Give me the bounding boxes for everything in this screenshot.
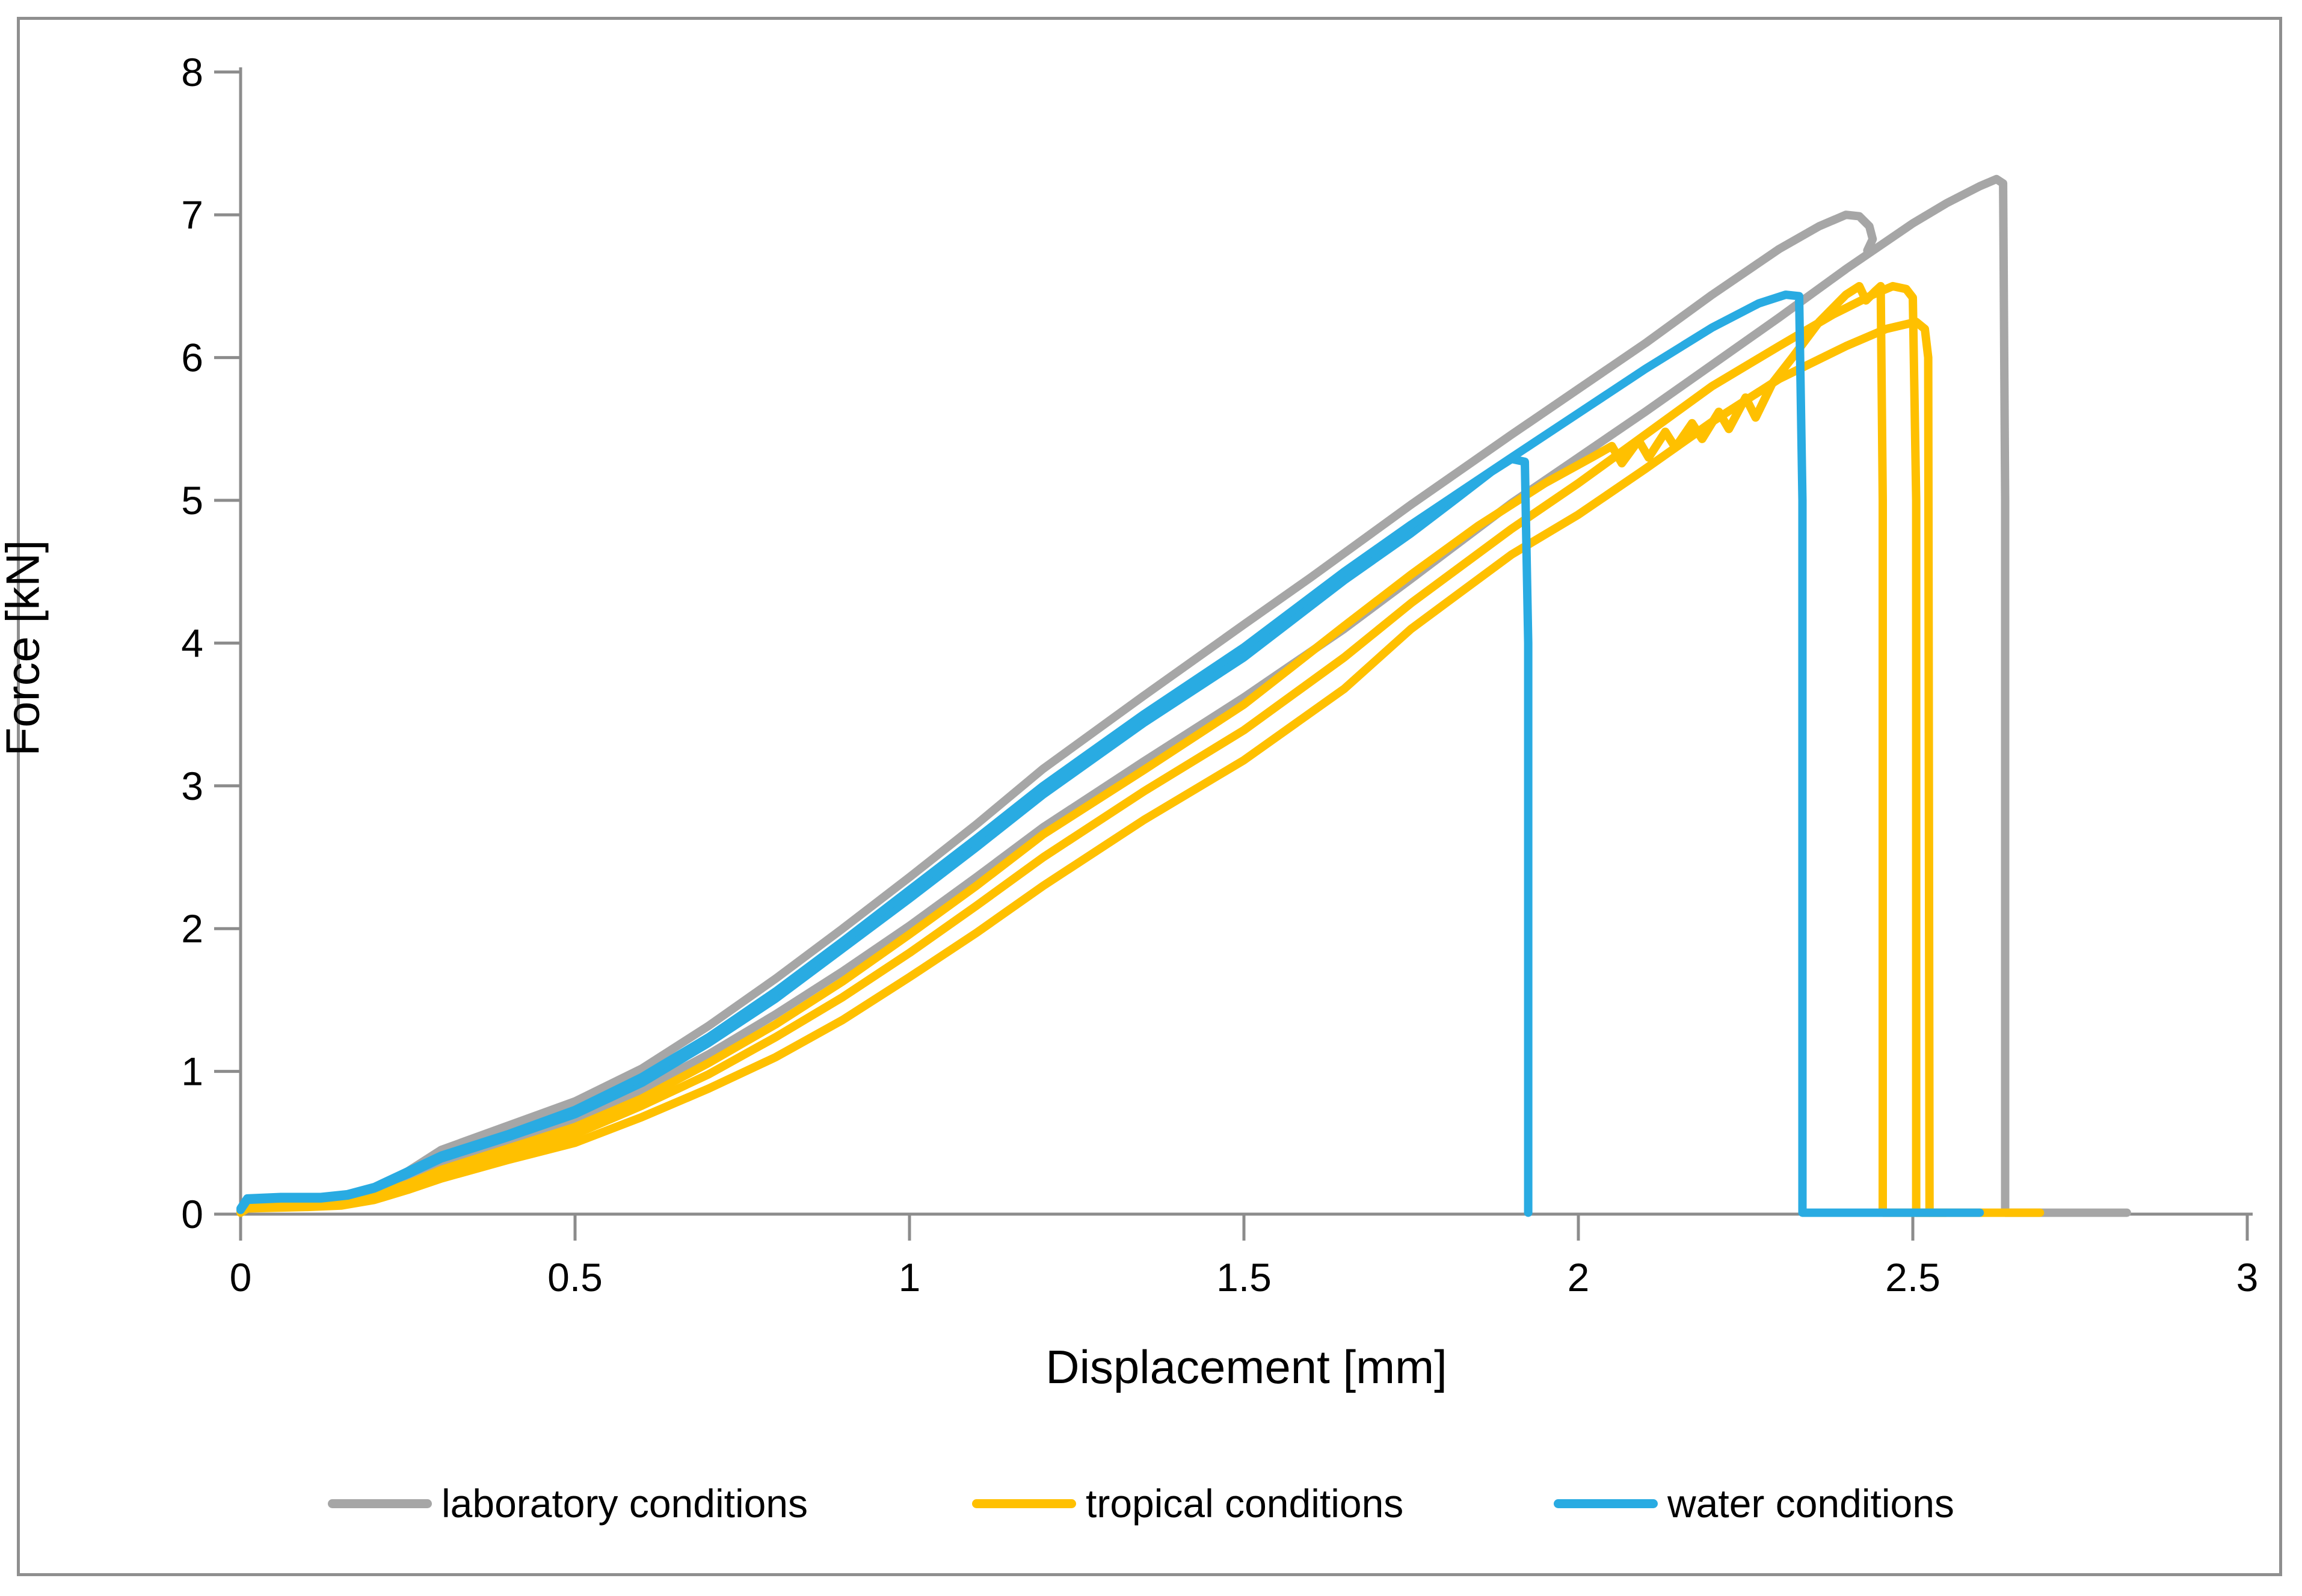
y-tick-label: 6 bbox=[181, 336, 203, 380]
x-tick-label: 1 bbox=[899, 1255, 921, 1300]
y-tick-label: 7 bbox=[181, 192, 203, 237]
y-axis-title: Force [kN] bbox=[0, 539, 49, 757]
y-tick-label: 5 bbox=[181, 478, 203, 523]
legend-item-tropical: tropical conditions bbox=[972, 1481, 1403, 1526]
water-line-swatch bbox=[1554, 1499, 1658, 1508]
x-tick-label: 2 bbox=[1568, 1255, 1590, 1300]
legend: laboratory conditions tropical condition… bbox=[0, 1481, 2302, 1529]
series-line-water bbox=[236, 290, 1984, 1217]
tropical-line-swatch bbox=[972, 1499, 1076, 1508]
series-line-tropical bbox=[236, 281, 2045, 1217]
x-tick-label: 0 bbox=[230, 1255, 252, 1300]
series-lines bbox=[236, 174, 2131, 1217]
x-tick-label: 1.5 bbox=[1216, 1255, 1272, 1300]
chart-border bbox=[17, 17, 2282, 1576]
legend-label-laboratory: laboratory conditions bbox=[442, 1481, 808, 1526]
legend-item-laboratory: laboratory conditions bbox=[328, 1481, 808, 1526]
y-tick-label: 8 bbox=[181, 50, 203, 94]
legend-label-tropical: tropical conditions bbox=[1086, 1481, 1404, 1526]
x-tick-label: 3 bbox=[2236, 1255, 2259, 1300]
x-tick-label: 0.5 bbox=[547, 1255, 603, 1300]
legend-item-water: water conditions bbox=[1554, 1481, 1954, 1526]
legend-label-water: water conditions bbox=[1667, 1481, 1954, 1526]
series-line-tropical bbox=[236, 281, 1951, 1217]
series-line-water bbox=[236, 455, 1533, 1217]
series-line-tropical bbox=[236, 318, 1934, 1217]
laboratory-line-swatch bbox=[328, 1499, 432, 1508]
y-tick-label: 0 bbox=[181, 1192, 203, 1236]
series-line-laboratory bbox=[236, 210, 1877, 1214]
y-tick-label: 4 bbox=[181, 621, 203, 665]
x-axis-title: Displacement [mm] bbox=[1045, 1340, 1447, 1393]
x-tick-label: 2.5 bbox=[1885, 1255, 1940, 1300]
y-tick-label: 1 bbox=[181, 1049, 203, 1094]
tick-labels: 0 0.5 1 1.5 2 2.5 3 0 1 2 3 4 5 6 7 8 bbox=[181, 50, 2258, 1300]
y-tick-label: 3 bbox=[181, 764, 203, 808]
y-tick-label: 2 bbox=[181, 906, 203, 951]
